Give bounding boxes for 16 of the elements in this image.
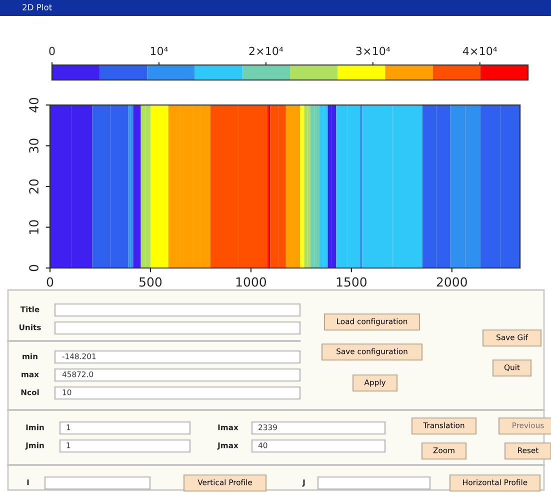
x-tick-label: 1000 (236, 277, 266, 287)
x-tick-label: 0 (46, 277, 54, 287)
color-bar-label: 0 (49, 46, 55, 56)
color-bar-label: 3×10⁴ (356, 46, 390, 56)
x-tick-label: 500 (140, 277, 162, 287)
x-tick-label: 2000 (436, 277, 467, 287)
chart-title: 2D Plot (22, 4, 52, 10)
y-tick-label: 20 (29, 179, 39, 194)
y-tick-label: 0 (29, 264, 39, 272)
color-bar-label: 2×10⁴ (249, 46, 284, 56)
color-bar-label: 4×10⁴ (462, 46, 497, 56)
x-tick-label: 1500 (336, 277, 366, 287)
y-tick-label: 30 (29, 138, 39, 153)
y-tick-label: 10 (29, 220, 39, 234)
y-tick-label: 40 (29, 98, 39, 112)
color-bar-label: 10⁴ (150, 46, 168, 56)
